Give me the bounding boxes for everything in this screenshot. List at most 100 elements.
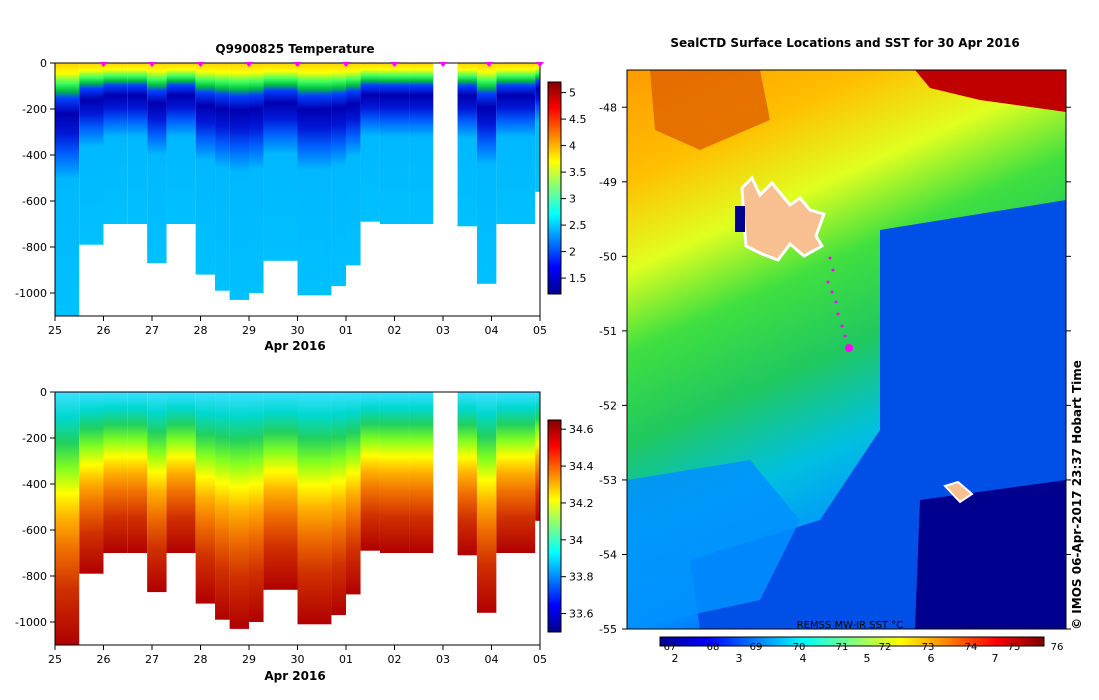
x-tick-label: 02 (388, 653, 402, 666)
sst-top-tick-label: 76 (1051, 642, 1064, 653)
salinity-colorbar-ticks: 34.6 34.4 34.2 34 33.8 33.6 (561, 423, 594, 621)
x-tick-label: 04 (485, 324, 499, 337)
profile-column (394, 63, 410, 224)
surface-marker (293, 62, 302, 67)
y-tick-label: -800 (22, 241, 47, 254)
track-point (836, 312, 840, 316)
salinity-colorbar (547, 419, 562, 633)
map-y-ticks: -48 -49 -50 -51 -52 -53 -54 -55 (599, 101, 1071, 636)
colorbar-tick-label: 34.4 (569, 460, 594, 473)
y-tick-label: -1000 (15, 287, 47, 300)
profile-column (195, 63, 216, 275)
x-tick-label: 27 (145, 653, 159, 666)
sst-top-tick-label: 74 (965, 642, 978, 653)
x-tick-label: 05 (533, 653, 547, 666)
sst-colorbar-label: REMSS MW-IR SST °C (797, 620, 904, 631)
temperature-y-ticks: 0 -200 -400 -600 -800 -1000 (15, 57, 55, 300)
x-tick-label: 28 (194, 324, 208, 337)
temperature-colorbar-ticks: 5 4.5 4 3.5 3 2.5 2 1.5 (561, 87, 587, 285)
y-tick-label: -600 (22, 524, 47, 537)
profile-column (263, 63, 298, 261)
profile-column (127, 392, 148, 553)
x-tick-label: 25 (48, 324, 62, 337)
profile-column (195, 392, 216, 604)
temperature-colorbar (547, 81, 562, 295)
profile-column (331, 392, 346, 616)
salinity-xlabel: Apr 2016 (264, 669, 325, 683)
surface-marker (196, 62, 205, 67)
y-tick-label: -200 (22, 432, 47, 445)
sst-top-tick-label: 70 (793, 642, 806, 653)
map-title: SealCTD Surface Locations and SST for 30… (670, 36, 1019, 50)
map-frame (626, 69, 1067, 630)
surface-marker (342, 62, 350, 67)
profile-column (229, 392, 249, 629)
x-tick-label: 27 (145, 324, 159, 337)
profile-column (360, 63, 380, 222)
y-tick-label: -400 (22, 478, 47, 491)
profile-column (103, 392, 128, 553)
colorbar-tick-label: 33.8 (569, 571, 594, 584)
profile-column (166, 392, 196, 553)
x-tick-label: 03 (436, 653, 450, 666)
y-tick-label: -1000 (15, 616, 47, 629)
profile-column (297, 392, 332, 625)
x-tick-label: 03 (436, 324, 450, 337)
track-point (840, 324, 844, 328)
colorbar-tick-label: 1.5 (569, 272, 587, 285)
y-tick-label: -400 (22, 149, 47, 162)
y-tick-label: 0 (40, 57, 47, 70)
profile-column (394, 392, 410, 553)
x-tick-label: 26 (97, 653, 111, 666)
profile-column (127, 63, 148, 224)
lat-tick-label: -55 (599, 623, 617, 636)
x-tick-label: 05 (533, 324, 547, 337)
lat-tick-label: -53 (599, 474, 617, 487)
x-tick-label: 01 (339, 324, 353, 337)
x-tick-label: 28 (194, 653, 208, 666)
track-point (834, 300, 838, 304)
lat-tick-label: -51 (599, 325, 617, 338)
sst-top-tick-label: 68 (707, 642, 720, 653)
temperature-markers (99, 62, 544, 67)
lat-tick-label: -48 (599, 101, 617, 114)
profile-column (457, 392, 477, 556)
colorbar-tick-label: 34 (569, 534, 583, 547)
salinity-panel: 0 -200 -400 -600 -800 -1000 25 26 27 28 29 30 01 02 0… (15, 386, 593, 683)
profile-column (215, 392, 230, 620)
y-tick-label: 0 (40, 386, 47, 399)
profile-column (147, 63, 167, 264)
colorbar-tick-label: 34.6 (569, 423, 594, 436)
salinity-y-ticks: 0 -200 -400 -600 -800 -1000 (15, 386, 55, 629)
profile-column (263, 392, 298, 590)
profile-column (409, 392, 434, 553)
x-tick-label: 25 (48, 653, 62, 666)
temperature-title: Q9900825 Temperature (215, 42, 374, 56)
profile-column (457, 63, 477, 227)
surface-marker (485, 62, 494, 67)
sst-colorbar (659, 636, 1045, 647)
track-point (830, 290, 834, 294)
lat-tick-label: -50 (599, 250, 617, 263)
colorbar-tick-label: 3.5 (569, 166, 587, 179)
sst-top-tick-label: 71 (836, 642, 849, 653)
seal-track (826, 256, 853, 352)
lat-tick-label: -52 (599, 399, 617, 412)
sst-tick-label: 6 (928, 652, 935, 665)
imos-credit: © IMOS 06-Apr-2017 23:37 Hobart Time (1070, 360, 1084, 630)
profile-column (476, 392, 497, 613)
profile-column (215, 63, 230, 291)
profile-column (249, 63, 264, 293)
x-tick-label: 04 (485, 653, 499, 666)
sst-warm-west (650, 70, 770, 150)
profile-column (409, 63, 434, 224)
sst-map-panel: SealCTD Surface Locations and SST for 30… (599, 36, 1084, 665)
salinity-x-ticks: 25 26 27 28 29 30 01 02 03 04 05 (48, 645, 547, 666)
track-point (831, 268, 835, 272)
sst-tick-label: 5 (864, 652, 871, 665)
colorbar-tick-label: 4.5 (569, 113, 587, 126)
colorbar-tick-label: 2 (569, 246, 576, 259)
temperature-x-ticks: 25 26 27 28 29 30 01 02 03 04 05 (48, 316, 547, 337)
profile-column (147, 392, 167, 593)
